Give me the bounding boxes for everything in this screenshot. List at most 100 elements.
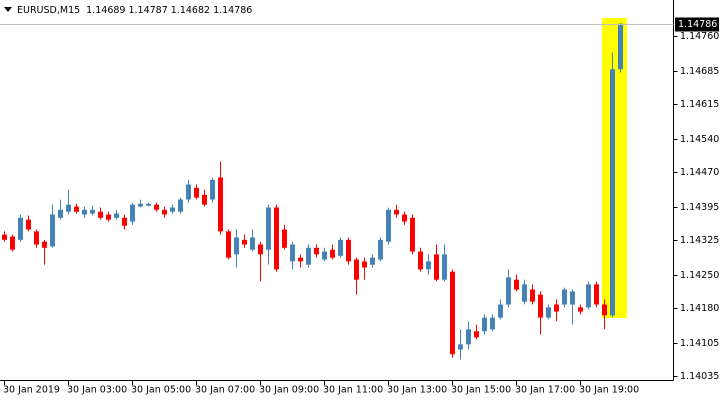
candle-body — [578, 307, 583, 312]
candle-body — [306, 247, 311, 265]
candle-body — [362, 261, 367, 268]
candle-body — [250, 237, 255, 250]
candle-body — [178, 199, 183, 212]
candle-body — [218, 177, 223, 232]
candle-body — [378, 239, 383, 260]
last-high: 1.14787 — [128, 5, 167, 16]
candle-body — [322, 251, 327, 260]
x-tick-label: 30 Jan 13:00 — [387, 385, 447, 396]
candle-body — [426, 261, 431, 270]
candle-body — [442, 254, 447, 280]
candle-body — [466, 329, 471, 345]
candle-body — [298, 257, 303, 262]
candle-body — [114, 213, 119, 218]
candle-body — [106, 214, 111, 220]
candle-body — [458, 344, 463, 350]
x-tick-label: 30 Jan 05:00 — [131, 385, 191, 396]
candle-body — [370, 257, 375, 265]
candle-body — [618, 23, 623, 70]
candle-body — [386, 209, 391, 242]
candle-body — [346, 239, 351, 262]
candle-body — [498, 304, 503, 318]
y-tick-label: 1.14760 — [680, 31, 719, 42]
candle-body — [570, 291, 575, 305]
candle-body — [234, 237, 239, 255]
candle-body — [482, 317, 487, 332]
candle-body — [162, 209, 167, 215]
candle-body — [506, 277, 511, 305]
candle-body — [474, 331, 479, 338]
candle-body — [338, 239, 343, 256]
last-low: 1.14682 — [171, 5, 210, 16]
candle-body — [418, 251, 423, 270]
candle-body — [10, 236, 15, 250]
x-tick-label: 30 Jan 03:00 — [67, 385, 127, 396]
candle-body — [586, 284, 591, 308]
candle-body — [450, 271, 455, 355]
candle-body — [274, 207, 279, 270]
candle-body — [82, 209, 87, 215]
last-close: 1.14786 — [213, 5, 252, 16]
y-tick-label: 1.14035 — [680, 371, 719, 382]
chart-header: EURUSD,M15 1.14689 1.14787 1.14682 1.14786 — [17, 5, 252, 16]
x-tick-label: 30 Jan 09:00 — [259, 385, 319, 396]
plot-layer — [2, 23, 623, 360]
candle-body — [42, 241, 47, 248]
price-label: 1.14786 — [678, 19, 717, 30]
candle-body — [610, 69, 615, 316]
candle-body — [354, 259, 359, 280]
price-label-box — [675, 17, 719, 32]
candle-body — [490, 317, 495, 330]
candle-body — [266, 207, 271, 250]
candle-body — [154, 204, 159, 210]
symbol-title: EURUSD,M15 — [17, 5, 80, 16]
candle-body — [394, 209, 399, 215]
candle-body — [530, 289, 535, 302]
candle-body — [130, 204, 135, 222]
candle-body — [514, 279, 519, 290]
y-tick-label: 1.14615 — [680, 99, 719, 110]
candle-body — [202, 194, 207, 205]
x-tick-label: 30 Jan 15:00 — [451, 385, 511, 396]
candle-body — [2, 234, 7, 240]
menu-triangle[interactable] — [4, 7, 12, 12]
y-tick-label: 1.14180 — [680, 303, 719, 314]
candle-body — [242, 239, 247, 245]
candle-body — [18, 217, 23, 240]
candle-body — [34, 231, 39, 245]
candle-body — [290, 244, 295, 262]
candle-body — [282, 229, 287, 248]
candle-body — [522, 284, 527, 302]
candle-body — [434, 254, 439, 280]
candle-body — [194, 187, 199, 198]
candle-body — [50, 214, 55, 247]
x-tick-label: 30 Jan 11:00 — [323, 385, 383, 396]
candle-body — [402, 214, 407, 222]
candle-body — [146, 203, 151, 206]
candle-body — [98, 211, 103, 218]
y-tick-label: 1.14685 — [680, 66, 719, 77]
candle-body — [170, 207, 175, 212]
candle-body — [258, 244, 263, 255]
x-tick-label: 30 Jan 2019 — [3, 385, 60, 396]
x-tick-label: 30 Jan 07:00 — [195, 385, 255, 396]
y-tick-label: 1.14105 — [680, 338, 719, 349]
y-tick-label: 1.14470 — [680, 167, 719, 178]
y-tick-label: 1.14325 — [680, 235, 719, 246]
candle-body — [594, 284, 599, 305]
y-tick-label: 1.14250 — [680, 270, 719, 281]
x-tick-label: 30 Jan 17:00 — [515, 385, 575, 396]
candle-body — [226, 231, 231, 258]
candle-body — [562, 289, 567, 305]
candle-body — [58, 209, 63, 218]
y-tick-label: 1.14395 — [680, 202, 719, 213]
candle-body — [26, 219, 31, 230]
candle-body — [122, 217, 127, 226]
candle-body — [554, 304, 559, 312]
candle-body — [546, 307, 551, 318]
candle-body — [66, 204, 71, 212]
candle-body — [90, 209, 95, 214]
